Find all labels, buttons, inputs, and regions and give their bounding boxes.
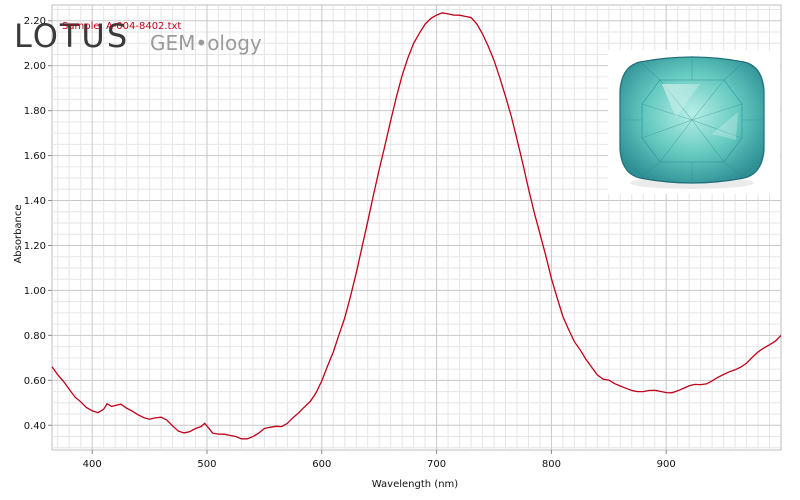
x-tick-label: 900 [657,459,676,470]
y-tick-label: 1.40 [24,196,46,207]
y-tick-label: 1.20 [24,241,46,252]
gem-photo [608,50,780,194]
major-gridlines [52,5,781,450]
y-tick-label: 1.00 [24,286,46,297]
y-tick-label: 2.00 [24,61,46,72]
y-axis-title: Absorbance [13,204,24,263]
y-tick-label: 1.80 [24,106,46,117]
y-tick-label: 1.60 [24,151,46,162]
y-tick-label: 0.80 [24,331,46,342]
sample-label: Sample: A-004-8402.txt [62,21,181,32]
x-axis-title: Wavelength (nm) [372,479,458,490]
y-tick-label: 0.40 [24,421,46,432]
y-axis-ticks: 0.40 0.60 0.80 1.00 1.20 1.40 1.60 1.80 2.00 2.20 [24,16,52,432]
y-tick-label: 2.20 [24,16,46,27]
series-line-absorbance [51,12,782,440]
gem-highlight [662,84,700,118]
gem-highlight-2 [712,112,738,140]
x-tick-label: 400 [83,459,102,470]
logo-wordmark: LOTUS [14,17,129,55]
minor-gridlines [52,5,781,450]
x-tick-label: 500 [197,459,216,470]
x-tick-label: 800 [542,459,561,470]
logo-subtitle: GEM•ology [150,31,262,55]
x-tick-label: 700 [427,459,446,470]
x-axis-ticks: 400 500 600 700 800 900 [83,450,676,470]
gem-facet-lines [620,56,764,184]
x-tick-label: 600 [312,459,331,470]
y-tick-label: 0.60 [24,376,46,387]
